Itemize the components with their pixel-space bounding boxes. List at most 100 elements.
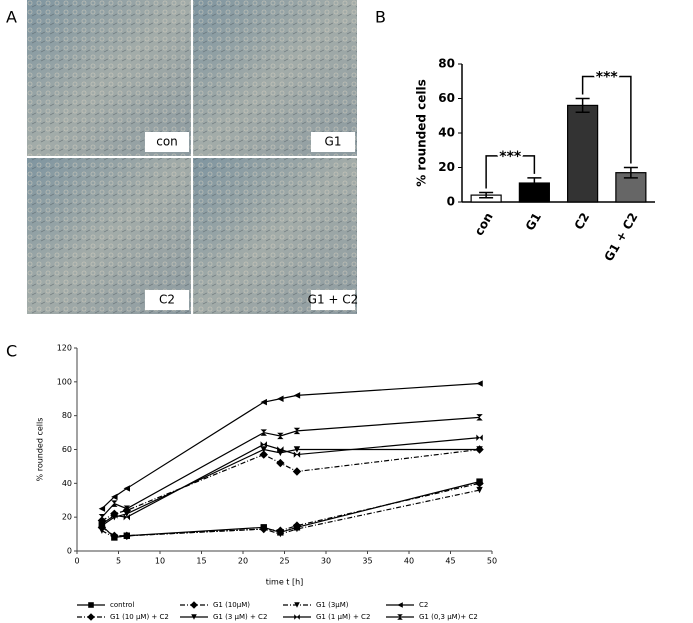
marker <box>98 527 106 534</box>
panel-label: B <box>375 8 386 27</box>
error-bar <box>527 177 542 189</box>
y-axis-label: % rounded cells <box>36 418 45 482</box>
marker <box>260 441 267 448</box>
legend-marker <box>294 602 300 608</box>
y-tick-label: 20 <box>62 513 72 522</box>
x-tick-label: 20 <box>238 557 248 566</box>
marker <box>98 505 106 512</box>
legend-label: C2 <box>419 601 428 609</box>
marker <box>110 509 119 518</box>
y-tick-label: 120 <box>57 344 72 353</box>
marker <box>111 493 118 501</box>
micrograph-texture <box>27 158 191 314</box>
y-tick-label: 20 <box>438 160 455 174</box>
legend-marker <box>294 614 300 620</box>
y-tick-label: 40 <box>62 479 72 488</box>
x-tick-label: C2 <box>572 210 593 232</box>
marker <box>111 512 118 519</box>
legend-label: G1 (10µM) <box>213 601 250 609</box>
image-label: G1 + C2 <box>308 293 359 307</box>
marker <box>111 500 118 507</box>
y-tick-label: 80 <box>62 411 72 420</box>
marker <box>98 520 106 528</box>
legend-marker <box>397 614 403 620</box>
x-axis-label: time t [h] <box>266 578 304 587</box>
x-tick-label: 45 <box>445 557 455 566</box>
marker <box>292 467 302 476</box>
image-label-box <box>145 290 189 310</box>
x-tick-label: 35 <box>362 557 372 566</box>
marker <box>276 526 285 535</box>
marker <box>260 398 267 406</box>
series-line <box>101 448 480 522</box>
x-tick-label: 0 <box>74 557 79 566</box>
error-bar <box>479 191 494 199</box>
micrograph-texture <box>27 0 191 156</box>
micrograph-texture <box>193 158 357 314</box>
legend-marker <box>88 602 94 608</box>
series-line <box>101 448 480 527</box>
marker <box>293 446 301 453</box>
significance-label: *** <box>499 149 522 165</box>
bar <box>567 104 599 203</box>
x-tick-label: G1 <box>523 210 544 233</box>
legend-marker <box>397 602 403 608</box>
marker <box>123 532 130 539</box>
image-label: con <box>156 135 178 149</box>
x-tick-label: 40 <box>404 557 414 566</box>
error-bar <box>575 97 590 114</box>
marker <box>277 530 284 538</box>
marker <box>476 380 483 387</box>
legend-label: G1 (10 µM) + C2 <box>110 613 169 621</box>
y-tick-label: 40 <box>438 126 455 140</box>
y-axis-label: % rounded cells <box>415 79 429 187</box>
marker <box>277 395 284 402</box>
panel-label: C <box>6 342 17 361</box>
y-tick-label: 60 <box>62 445 72 454</box>
marker <box>123 485 130 492</box>
marker <box>476 446 483 453</box>
marker <box>293 392 301 399</box>
y-tick-label: 80 <box>438 57 455 71</box>
legend-label: G1 (1 µM) + C2 <box>316 613 370 621</box>
marker <box>111 534 118 541</box>
legend-marker <box>190 601 198 609</box>
marker <box>123 513 130 521</box>
marker <box>476 486 483 494</box>
x-tick-label: con <box>472 210 496 238</box>
image-label-box <box>311 290 355 310</box>
marker <box>293 427 301 435</box>
marker <box>123 505 130 512</box>
marker <box>476 434 483 441</box>
x-tick-label: 10 <box>155 557 165 566</box>
significance-label: *** <box>596 70 619 86</box>
legend-label: control <box>110 601 134 609</box>
marker <box>276 458 285 468</box>
image-label: G1 <box>325 135 342 149</box>
marker <box>123 510 130 517</box>
legend-marker <box>87 613 95 621</box>
x-tick-label: 50 <box>487 557 497 566</box>
marker <box>260 446 267 453</box>
micrograph-texture <box>193 0 357 156</box>
legend-label: G1 (0,3 µM)+ C2 <box>419 613 478 621</box>
image-label: C2 <box>159 293 175 307</box>
y-tick-label: 60 <box>438 91 455 105</box>
x-tick-label: 25 <box>279 557 289 566</box>
marker <box>260 525 267 533</box>
marker <box>98 513 106 521</box>
legend-label: G1 (3µM) <box>316 601 349 609</box>
y-tick-label: 0 <box>67 547 72 556</box>
marker <box>293 525 301 533</box>
marker <box>260 429 267 436</box>
y-tick-label: 100 <box>57 377 72 386</box>
x-tick-label: 15 <box>196 557 206 566</box>
marker <box>277 446 284 453</box>
legend-marker <box>191 614 197 620</box>
series-line <box>101 481 480 539</box>
significance-bracket <box>581 75 632 164</box>
x-tick-label: 5 <box>116 557 121 566</box>
marker <box>293 451 301 458</box>
significance-bracket <box>485 155 536 189</box>
